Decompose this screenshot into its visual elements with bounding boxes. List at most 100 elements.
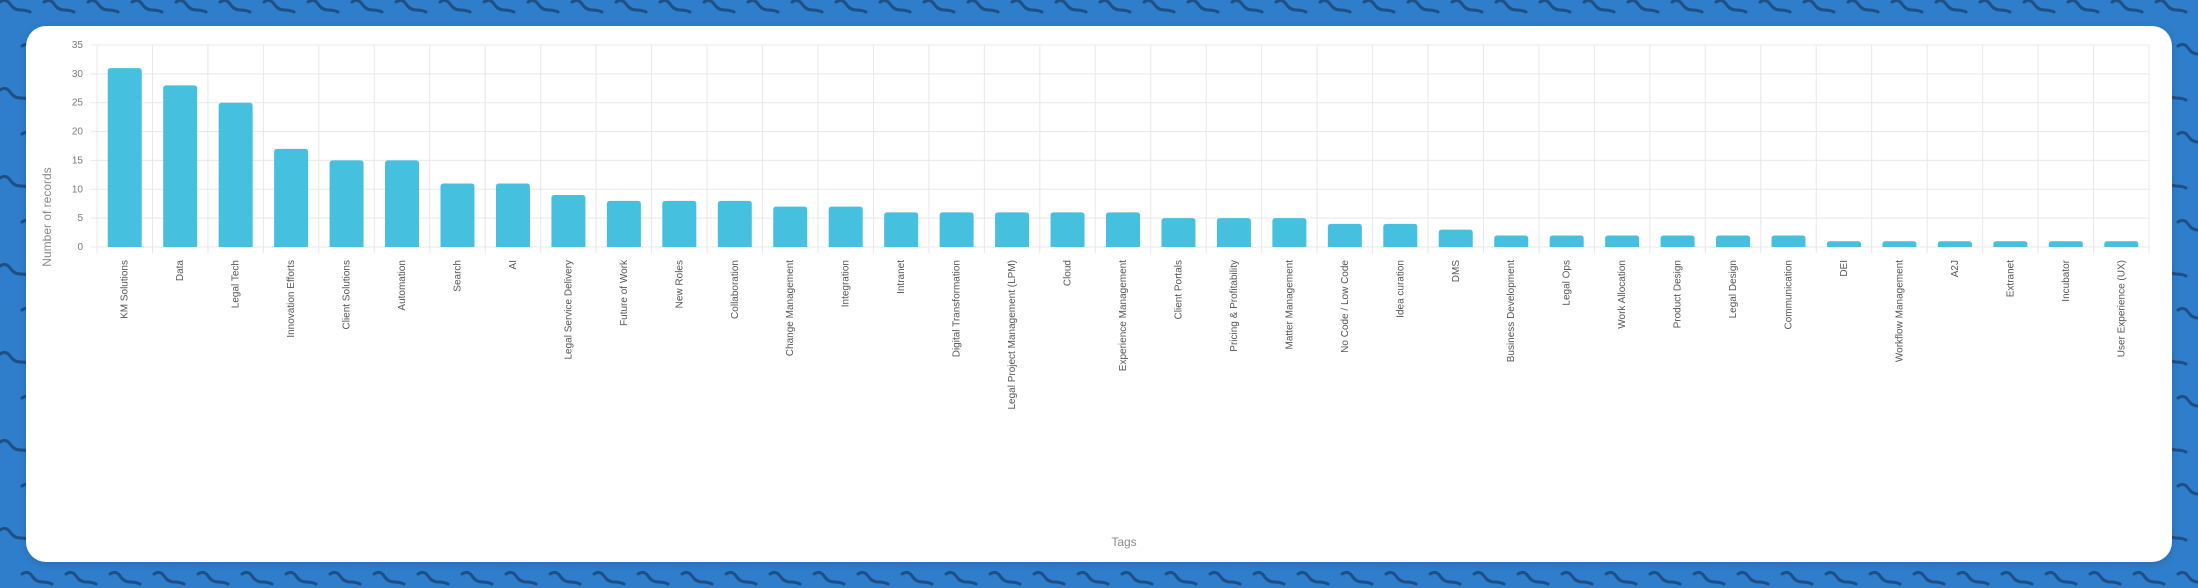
squiggle-mark [746, 0, 780, 14]
squiggle-mark [482, 0, 516, 14]
bar[interactable] [329, 160, 364, 247]
squiggle-mark [0, 350, 32, 366]
bar[interactable] [1327, 223, 1362, 247]
squiggle-mark [2022, 0, 2056, 14]
squiggle-mark [1890, 0, 1924, 14]
y-tick-label: 20 [72, 127, 84, 138]
bar[interactable] [1161, 218, 1196, 247]
bar[interactable] [1993, 241, 2028, 247]
squiggle-mark [372, 570, 406, 586]
y-tick-label: 35 [72, 40, 84, 51]
bar[interactable] [1549, 235, 1584, 247]
bar[interactable] [606, 200, 641, 247]
squiggle-mark [1340, 570, 1374, 586]
x-category-label: Search [452, 260, 463, 292]
bar[interactable] [884, 212, 919, 247]
bar[interactable] [995, 212, 1030, 247]
bar[interactable] [1106, 212, 1140, 247]
x-category-label: Legal Design [1728, 260, 1739, 318]
squiggle-mark [702, 0, 736, 14]
squiggle-mark [1868, 570, 1902, 586]
squiggle-mark [658, 0, 692, 14]
squiggle-mark [1472, 570, 1506, 586]
squiggle-mark [1956, 570, 1990, 586]
x-category-label: Work Allocation [1617, 260, 1628, 329]
x-category-label: Data [175, 260, 186, 282]
bar[interactable] [2048, 241, 2083, 247]
bar[interactable] [2104, 241, 2139, 247]
squiggle-mark [2176, 130, 2198, 144]
bar[interactable] [1771, 235, 1806, 247]
squiggle-mark [1560, 570, 1594, 586]
bar[interactable] [773, 206, 808, 247]
x-category-label: Extranet [2005, 260, 2016, 297]
y-axis-ticks: 0 5 10 15 20 25 30 35 [72, 40, 84, 253]
bar[interactable] [385, 160, 420, 247]
squiggle-mark [1010, 0, 1044, 14]
squiggle-mark [592, 570, 626, 586]
squiggle-mark [1824, 570, 1858, 586]
squiggle-mark [680, 570, 714, 586]
bar[interactable] [274, 148, 309, 247]
x-axis-title: Tags [1111, 535, 1136, 549]
squiggle-mark [636, 570, 670, 586]
squiggle-mark [2176, 570, 2198, 584]
x-category-label: Workflow Management [1894, 260, 1905, 362]
squiggle-mark [416, 570, 450, 586]
bar[interactable] [828, 206, 863, 247]
bar[interactable] [1882, 241, 1917, 247]
squiggle-mark [1384, 570, 1418, 586]
squiggle-mark [328, 570, 362, 586]
squiggle-mark [262, 0, 296, 14]
x-category-label: Intranet [896, 260, 907, 294]
squiggle-mark [1846, 0, 1880, 14]
squiggle-mark [768, 570, 802, 586]
grid-lines [91, 44, 2150, 253]
squiggle-mark [1252, 570, 1286, 586]
bar[interactable] [662, 200, 697, 247]
bar[interactable] [1716, 235, 1751, 247]
y-tick-label: 10 [72, 184, 84, 195]
x-category-label: User Experience (UX) [2116, 260, 2127, 357]
squiggle-mark [0, 262, 32, 278]
squiggle-mark [2088, 570, 2122, 586]
squiggle-mark [460, 570, 494, 586]
bar[interactable] [1937, 241, 1972, 247]
bar[interactable] [218, 102, 253, 247]
bar[interactable] [1383, 223, 1418, 247]
bar[interactable] [1605, 235, 1640, 247]
squiggle-mark [1516, 570, 1550, 586]
bar[interactable] [1050, 212, 1085, 247]
x-category-label: Future of Work [619, 259, 630, 326]
bar[interactable] [717, 200, 752, 247]
squiggle-mark [2000, 570, 2034, 586]
x-category-label: Business Development [1506, 260, 1517, 362]
squiggle-mark [1538, 0, 1572, 14]
bar[interactable] [1660, 235, 1695, 247]
bar[interactable] [495, 183, 530, 247]
bar[interactable] [1216, 218, 1251, 247]
bar-chart: 0 5 10 15 20 25 30 35 KM Solutions Data Legal Tec… [40, 40, 2150, 549]
y-tick-label: 5 [77, 213, 83, 224]
squiggle-mark [1054, 0, 1088, 14]
squiggle-mark [504, 570, 538, 586]
squiggle-mark [1208, 570, 1242, 586]
bar[interactable] [163, 85, 198, 248]
bar[interactable] [939, 212, 974, 247]
bar[interactable] [107, 68, 142, 247]
bar[interactable] [1272, 218, 1307, 247]
bar[interactable] [1494, 235, 1529, 247]
squiggle-mark [1692, 570, 1726, 586]
squiggle-mark [86, 0, 120, 14]
bar[interactable] [440, 183, 475, 247]
squiggle-mark [1164, 570, 1198, 586]
x-category-label: Integration [841, 260, 852, 307]
x-category-label: Experience Management [1118, 260, 1129, 371]
squiggle-mark [2132, 570, 2166, 586]
squiggle-mark [922, 0, 956, 14]
bar[interactable] [1438, 229, 1473, 247]
squiggle-mark [790, 0, 824, 14]
bar[interactable] [1826, 241, 1861, 247]
squiggle-mark [812, 570, 846, 586]
bar[interactable] [551, 195, 586, 247]
